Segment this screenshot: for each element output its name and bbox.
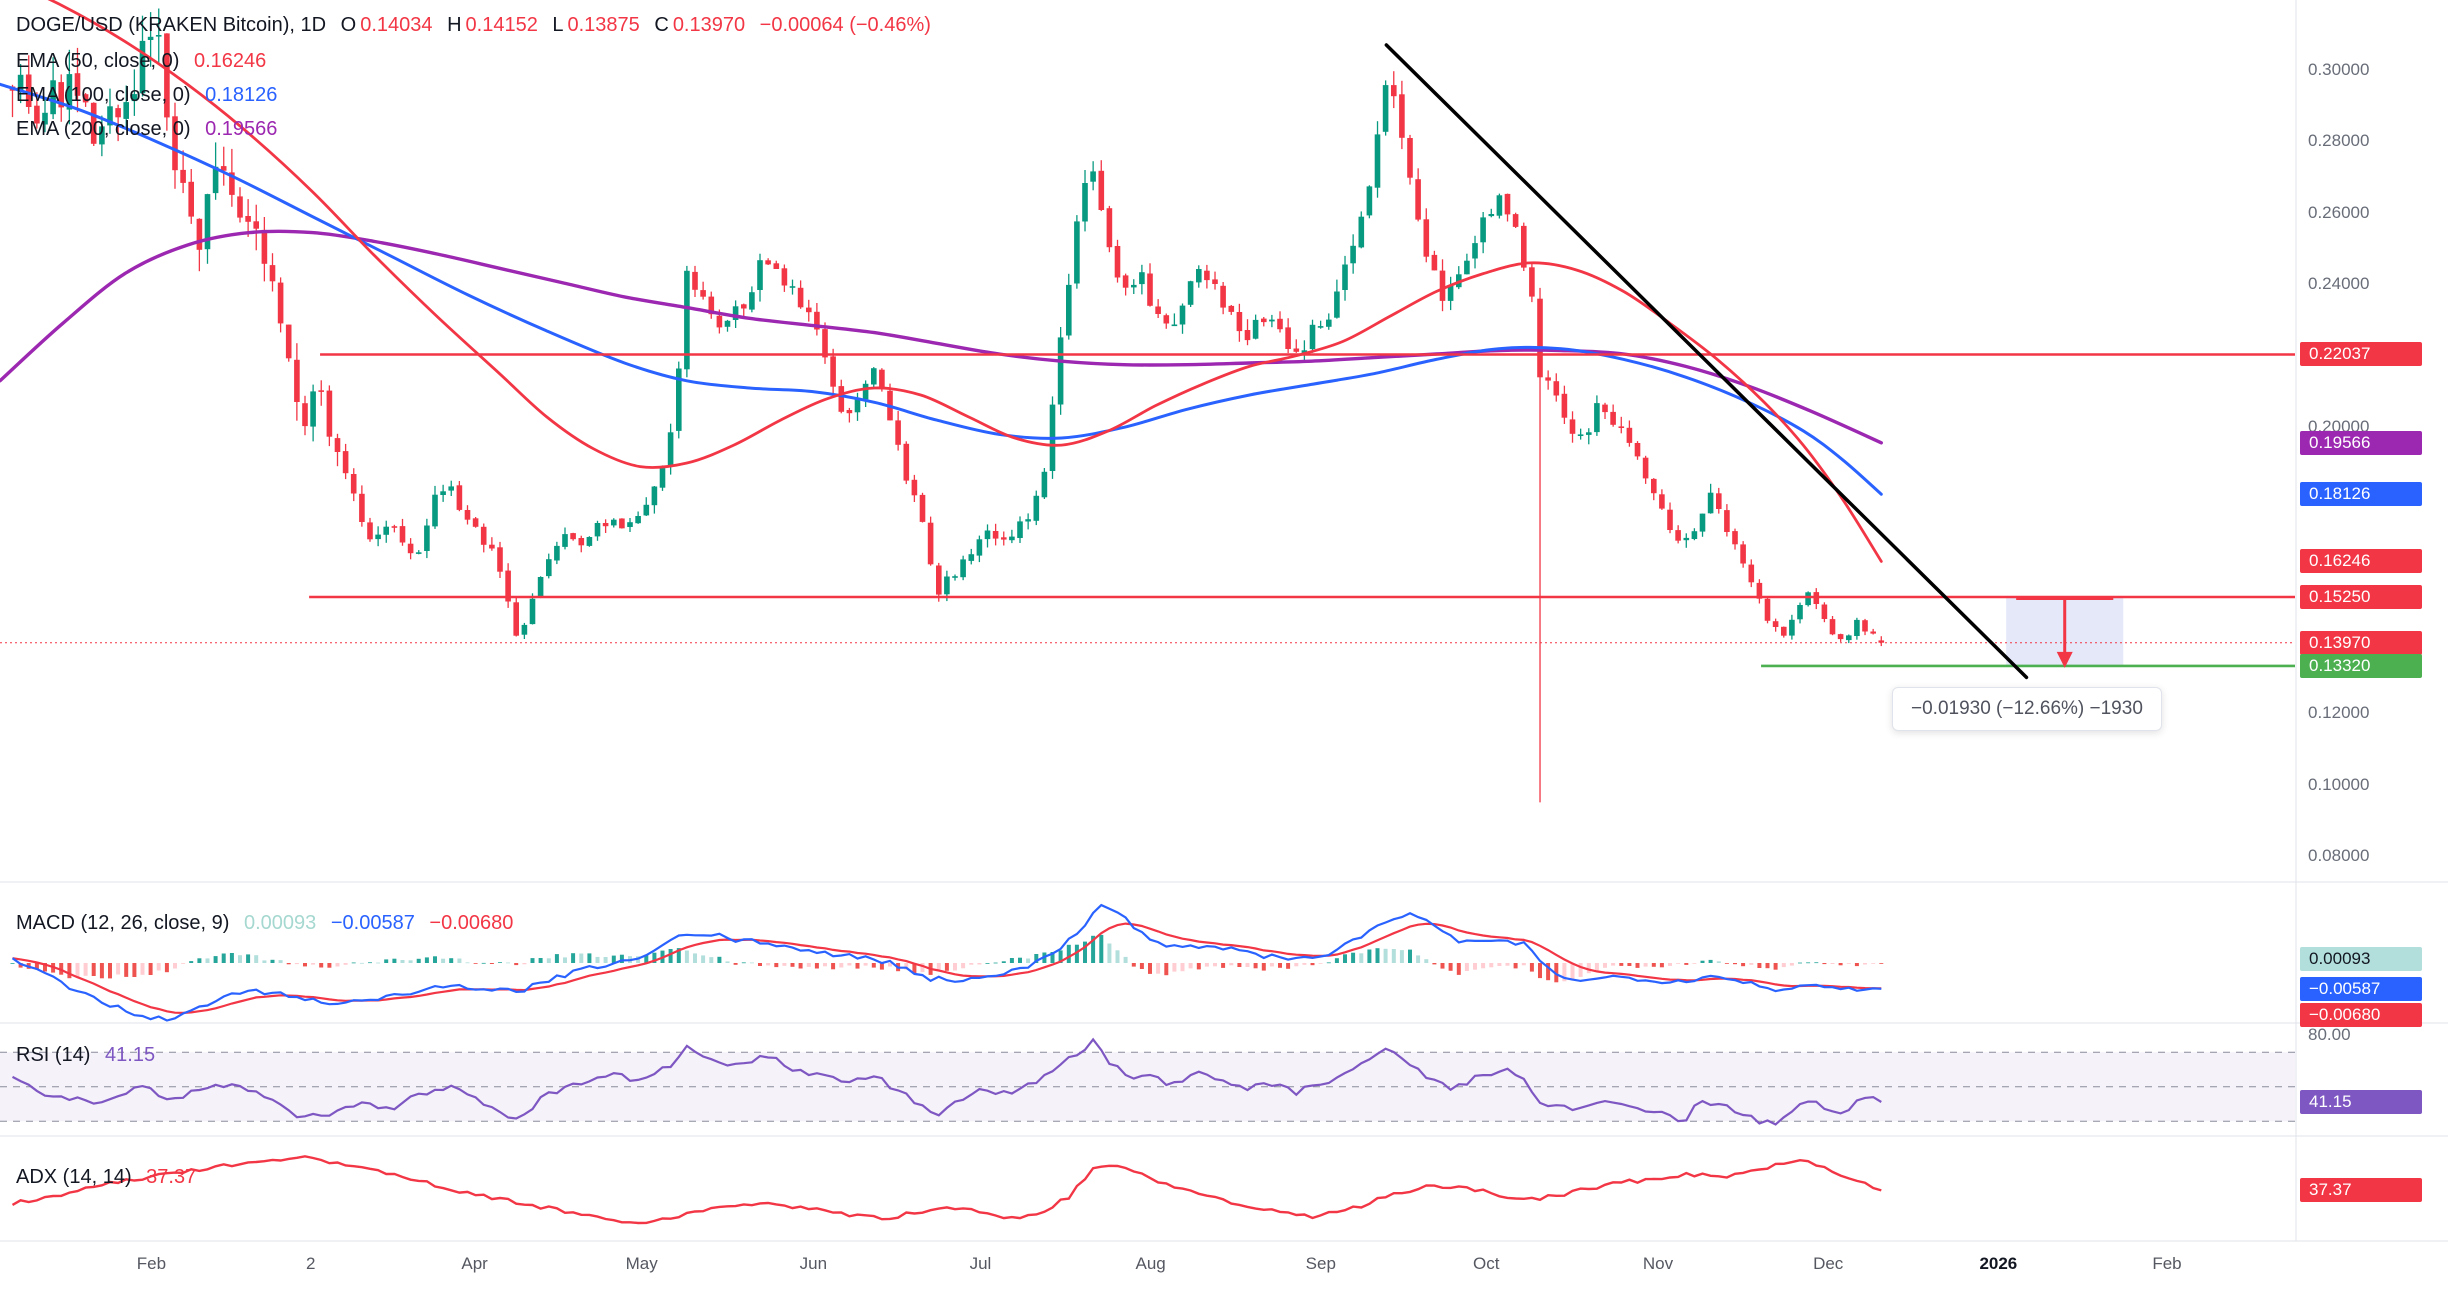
ema200-line xyxy=(0,229,1883,445)
ema200-value: 0.19566 xyxy=(205,118,278,140)
price-axis-label: 0.30000 xyxy=(2308,60,2370,79)
macd-axis-badge: 0.00093 xyxy=(2300,946,2422,971)
rsi-pane xyxy=(0,1037,2295,1126)
rsi-axis-badge: 41.15 xyxy=(2300,1090,2422,1115)
rsi-label[interactable]: RSI (14) xyxy=(16,1044,91,1066)
macd-legend: MACD (12, 26, close, 9) 0.00093 −0.00587… xyxy=(16,912,513,935)
ema100-label[interactable]: EMA (100, close, 0) xyxy=(16,84,191,106)
time-axis-label: Jun xyxy=(799,1254,828,1273)
macd-signal-line xyxy=(12,922,1882,1015)
price-axis-label: 0.26000 xyxy=(2308,202,2370,222)
time-axis-label: Jul xyxy=(969,1254,992,1273)
change-value: −0.00064 (−0.46%) xyxy=(759,14,931,36)
adx-label[interactable]: ADX (14, 14) xyxy=(16,1166,132,1188)
macd-line xyxy=(11,903,1882,1022)
time-axis-label: May xyxy=(625,1254,658,1273)
price-axis-label: 0.10000 xyxy=(2308,774,2370,794)
price-axis-badge: 0.13320 xyxy=(2300,653,2422,678)
price-axis-badge: 0.22037 xyxy=(2300,342,2422,367)
close-value: 0.13970 xyxy=(672,14,746,36)
trendline xyxy=(1384,43,2029,680)
high-value: 0.14152 xyxy=(465,14,538,36)
ema100-line xyxy=(0,82,1883,496)
price-axis-label: 0.28000 xyxy=(2308,131,2370,151)
time-axis-label: Feb xyxy=(136,1254,167,1273)
open-value: 0.14034 xyxy=(360,14,433,36)
macd-pane xyxy=(10,903,1884,1022)
time-axis-label: Apr xyxy=(461,1254,488,1273)
price-axis-label: 0.24000 xyxy=(2308,274,2370,294)
ema100-legend: EMA (100, close, 0) 0.18126 xyxy=(16,84,277,107)
ema50-label[interactable]: EMA (50, close, 0) xyxy=(16,50,180,72)
ema100-value: 0.18126 xyxy=(205,84,278,106)
macd-signal-value: −0.00680 xyxy=(429,912,514,934)
ema50-legend: EMA (50, close, 0) 0.16246 xyxy=(16,50,266,73)
rsi-legend: RSI (14) 41.15 xyxy=(16,1044,155,1067)
open-label: O xyxy=(340,14,357,36)
price-axis-label: 0.08000 xyxy=(2308,845,2370,865)
ema50-line xyxy=(47,0,1883,563)
rsi-line xyxy=(11,1037,1882,1126)
projection-arrow xyxy=(2016,597,2114,668)
main-pane xyxy=(0,0,2295,803)
price-axis-badge: 0.15250 xyxy=(2300,584,2422,609)
candlestick-series xyxy=(9,8,1885,803)
adx-pane xyxy=(11,1155,1882,1225)
price-axis-badge: 0.19566 xyxy=(2300,430,2422,455)
low-value: 0.13875 xyxy=(567,14,640,36)
macd-hist-value: 0.00093 xyxy=(243,912,317,934)
price-axis-badge: 0.18126 xyxy=(2300,482,2422,507)
adx-line xyxy=(11,1155,1882,1225)
adx-legend: ADX (14, 14) 37.37 xyxy=(16,1166,196,1189)
close-label: C xyxy=(654,14,669,36)
macd-axis-badge: −0.00680 xyxy=(2300,1002,2422,1027)
adx-axis-badge: 37.37 xyxy=(2300,1178,2422,1203)
macd-axis-badge: −0.00587 xyxy=(2300,976,2422,1001)
price-axis-badge: 0.16246 xyxy=(2300,549,2422,574)
high-label: H xyxy=(447,14,462,36)
time-axis-label: 2026 xyxy=(1979,1254,2018,1273)
price-axis-label: 0.12000 xyxy=(2308,703,2370,723)
ema200-label[interactable]: EMA (200, close, 0) xyxy=(16,118,191,140)
rsi-axis-label: 80.00 xyxy=(2308,1025,2351,1044)
time-axis-label: Feb xyxy=(2152,1254,2182,1273)
time-axis-label: Nov xyxy=(1642,1254,1674,1273)
macd-line-value: −0.00587 xyxy=(330,912,415,934)
time-axis-label: Sep xyxy=(1305,1254,1336,1273)
time-axis-label: Oct xyxy=(1473,1254,1500,1273)
ema50-value: 0.16246 xyxy=(193,50,267,72)
time-axis-label: Aug xyxy=(1135,1254,1166,1273)
adx-value: 37.37 xyxy=(146,1166,197,1188)
ema200-legend: EMA (200, close, 0) 0.19566 xyxy=(16,118,277,141)
symbol-legend: DOGE/USD (KRAKEN Bitcoin), 1D O 0.14034 H… xyxy=(16,14,931,37)
measure-tooltip: −0.01930 (−12.66%) −1930 xyxy=(1892,687,2162,731)
time-axis-label: Dec xyxy=(1813,1254,1844,1273)
macd-label[interactable]: MACD (12, 26, close, 9) xyxy=(16,912,230,934)
price-axis-badge: 0.13970 xyxy=(2300,630,2422,655)
low-label: L xyxy=(552,14,564,36)
macd-histogram xyxy=(10,934,1884,983)
time-axis-label: 2 xyxy=(305,1254,316,1273)
rsi-value: 41.15 xyxy=(105,1044,156,1066)
symbol-title[interactable]: DOGE/USD (KRAKEN Bitcoin), 1D xyxy=(16,14,327,36)
